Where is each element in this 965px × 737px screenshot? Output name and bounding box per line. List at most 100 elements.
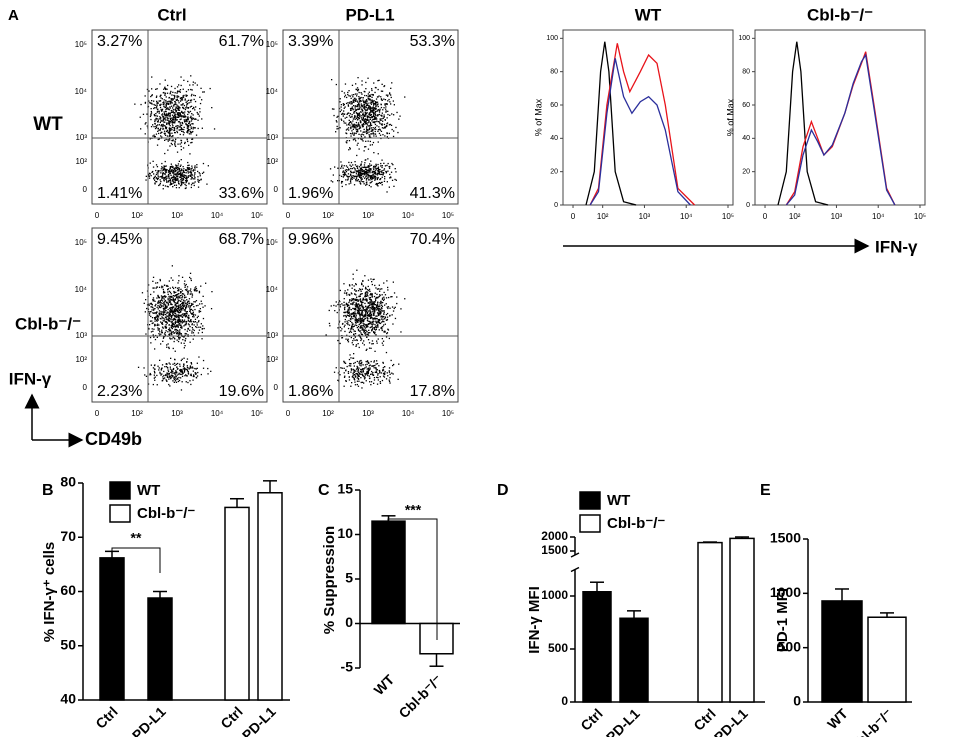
event-dot: [368, 315, 370, 317]
event-dot: [356, 303, 358, 305]
event-dot: [156, 103, 158, 105]
event-dot: [203, 91, 205, 93]
event-dot: [348, 312, 350, 314]
legend-swatch: [109, 481, 131, 500]
event-dot: [176, 287, 179, 289]
event-dot: [171, 102, 173, 104]
event-dot: [366, 95, 368, 97]
event-dot: [373, 152, 375, 154]
event-dot: [192, 379, 194, 381]
event-dot: [358, 295, 360, 297]
event-dot: [160, 117, 162, 119]
event-dot: [185, 123, 187, 126]
event-dot: [352, 118, 355, 120]
event-dot: [154, 308, 156, 310]
event-dot: [375, 167, 377, 170]
event-dot: [377, 338, 379, 340]
event-dot: [353, 313, 355, 315]
event-dot: [379, 128, 381, 130]
event-dot: [178, 317, 180, 319]
event-dot: [161, 331, 163, 333]
event-dot: [345, 174, 347, 176]
event-dot: [191, 313, 193, 315]
event-dot: [333, 304, 335, 307]
event-dot: [166, 306, 168, 308]
event-dot: [342, 304, 344, 306]
event-dot: [169, 139, 171, 141]
event-dot: [374, 350, 376, 352]
event-dot: [366, 348, 368, 350]
event-dot: [177, 90, 179, 92]
event-dot: [177, 340, 180, 343]
event-dot: [198, 326, 200, 328]
event-dot: [343, 367, 345, 369]
event-dot: [367, 102, 369, 104]
event-dot: [156, 104, 158, 106]
y-tick-label: 10⁴: [75, 87, 88, 96]
event-dot: [181, 276, 184, 278]
event-dot: [381, 297, 384, 299]
event-dot: [358, 319, 360, 321]
event-dot: [343, 113, 346, 115]
event-dot: [164, 152, 166, 155]
event-dot: [156, 282, 159, 284]
event-dot: [384, 119, 386, 121]
event-dot: [337, 167, 339, 169]
event-dot: [173, 318, 175, 320]
event-dot: [369, 99, 371, 101]
event-dot: [376, 293, 378, 295]
event-dot: [176, 330, 178, 332]
event-dot: [161, 113, 164, 115]
event-dot: [198, 115, 200, 117]
event-dot: [181, 294, 183, 296]
event-dot: [181, 298, 183, 301]
event-dot: [381, 114, 383, 116]
event-dot: [178, 308, 180, 310]
event-dot: [169, 318, 172, 320]
event-dot: [333, 371, 336, 373]
event-dot: [164, 374, 167, 376]
event-dot: [369, 367, 371, 369]
event-dot: [368, 365, 370, 367]
event-dot: [394, 168, 396, 170]
event-dot: [165, 307, 167, 309]
event-dot: [166, 92, 169, 94]
event-dot: [373, 312, 376, 314]
event-dot: [376, 184, 378, 186]
event-dot: [191, 131, 193, 133]
event-dot: [366, 119, 369, 121]
event-dot: [342, 171, 344, 173]
event-dot: [350, 369, 353, 371]
event-dot: [192, 170, 194, 172]
event-dot: [362, 124, 364, 126]
event-dot: [181, 127, 183, 130]
event-dot: [354, 375, 357, 377]
event-dot: [197, 170, 199, 173]
event-dot: [341, 166, 343, 168]
event-dot: [376, 325, 378, 327]
y-axis-label: PD-1 MFI: [774, 588, 791, 652]
event-dot: [377, 377, 379, 379]
event-dot: [160, 367, 163, 370]
event-dot: [170, 277, 172, 279]
event-dot: [176, 173, 178, 175]
event-dot: [171, 129, 173, 131]
panel-label: E: [760, 482, 771, 499]
event-dot: [175, 316, 177, 318]
event-dot: [350, 109, 352, 111]
event-dot: [169, 120, 172, 122]
chart-title: Cbl-b⁻/⁻: [807, 5, 873, 24]
event-dot: [364, 314, 367, 316]
event-dot: [155, 316, 157, 318]
event-dot: [187, 170, 189, 173]
event-dot: [180, 127, 182, 129]
event-dot: [166, 107, 168, 109]
event-dot: [172, 295, 175, 297]
event-dot: [177, 333, 179, 335]
event-dot: [368, 115, 370, 118]
event-dot: [381, 127, 384, 129]
event-dot: [349, 147, 351, 149]
event-dot: [165, 310, 167, 312]
event-dot: [154, 300, 156, 302]
event-dot: [377, 379, 379, 381]
